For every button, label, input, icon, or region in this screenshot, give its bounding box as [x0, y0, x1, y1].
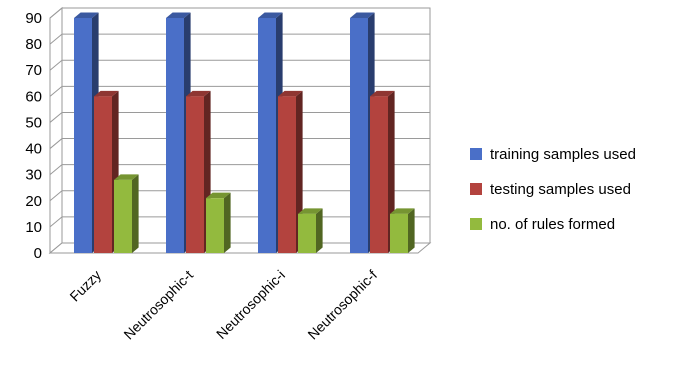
x-tick-label: Neutrosophic-t — [120, 267, 196, 343]
legend-swatch — [470, 148, 482, 160]
gridline — [49, 138, 430, 149]
bar — [350, 18, 368, 253]
y-tick-label: 60 — [25, 88, 42, 105]
bar-side — [224, 192, 231, 253]
bar-side — [316, 208, 323, 253]
x-tick-label: Neutrosophic-f — [304, 267, 380, 343]
bar-top — [370, 90, 395, 97]
y-tick-label: 30 — [25, 167, 42, 184]
y-tick-label: 70 — [25, 62, 42, 79]
bar-top — [298, 208, 323, 214]
bar — [298, 213, 316, 253]
legend-swatch — [470, 218, 482, 230]
y-tick-label: 0 — [34, 245, 42, 262]
gridline — [49, 164, 430, 176]
bar — [74, 18, 92, 253]
bar-top — [350, 12, 375, 18]
gridline — [49, 59, 430, 71]
legend-label: no. of rules formed — [490, 216, 615, 233]
bar — [278, 96, 296, 253]
bar-side — [408, 208, 415, 253]
bar — [370, 96, 388, 253]
bar-side — [132, 174, 139, 253]
gridline — [49, 85, 430, 97]
bar — [94, 96, 112, 253]
bar — [206, 198, 224, 253]
y-tick-label: 40 — [25, 141, 42, 158]
bar — [166, 18, 184, 253]
gridline — [49, 190, 430, 202]
bar-top — [186, 90, 211, 97]
legend-label: training samples used — [490, 146, 636, 163]
legend-swatch — [470, 183, 482, 195]
y-tick-label: 90 — [25, 10, 42, 27]
bar-top — [74, 12, 99, 18]
x-tick-label: Neutrosophic-i — [213, 267, 288, 342]
bar-top — [390, 208, 415, 214]
y-tick-label: 20 — [25, 193, 42, 210]
x-tick-label: Fuzzy — [66, 267, 104, 305]
gridline — [49, 111, 430, 123]
bar — [186, 96, 204, 253]
y-tick-label: 10 — [25, 219, 42, 236]
bar-top — [206, 192, 231, 199]
bar-top — [166, 12, 191, 18]
bar-top — [258, 12, 283, 18]
bar-top — [278, 90, 303, 97]
legend-label: testing samples used — [490, 181, 631, 198]
gridline — [49, 33, 430, 45]
bar — [258, 18, 276, 253]
chart-side-wall — [49, 6, 63, 255]
bar-top — [114, 174, 139, 180]
y-tick-label: 50 — [25, 114, 42, 131]
bar — [114, 179, 132, 253]
gridline — [49, 7, 430, 19]
bar-top — [94, 90, 119, 97]
y-tick-label: 80 — [25, 36, 42, 53]
bar — [390, 213, 408, 253]
